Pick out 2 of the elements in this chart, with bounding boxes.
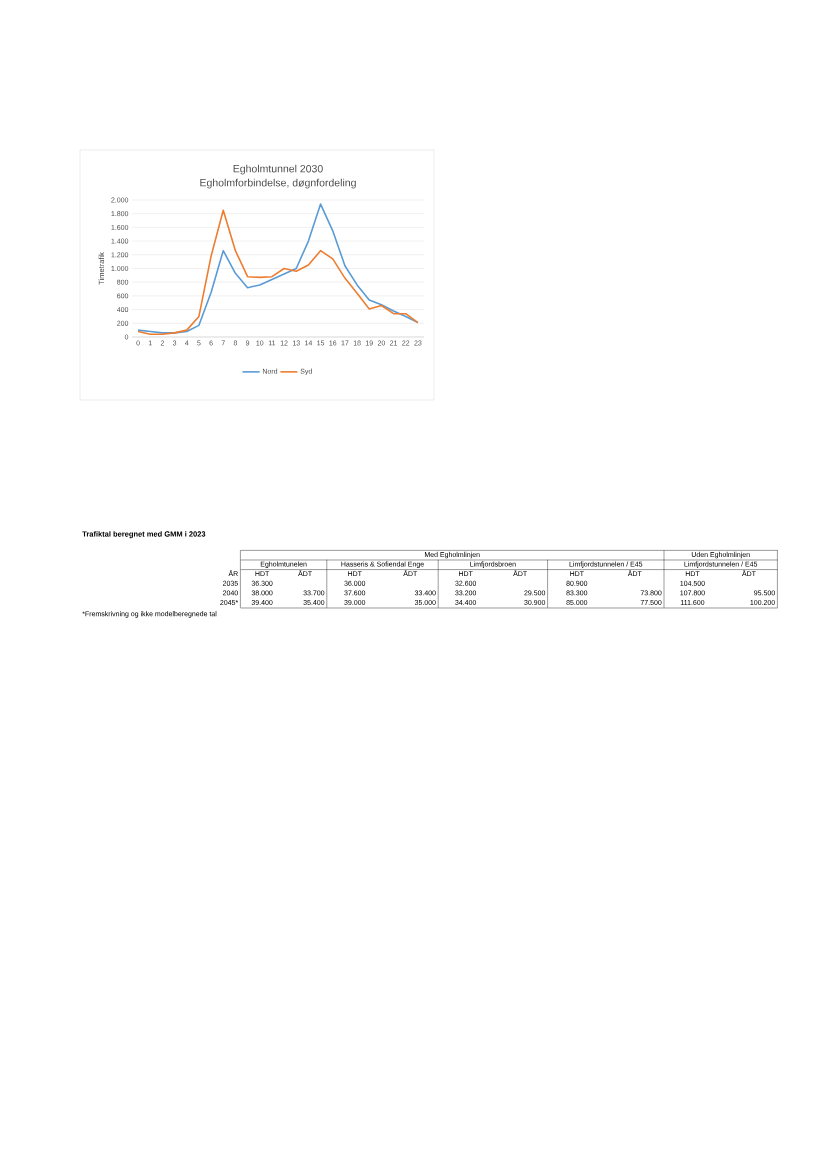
chart-subtitle: Egholmforbindelse, døgnfordeling [200, 178, 356, 189]
chart-title: Egholmtunnel 2030 [233, 164, 323, 175]
